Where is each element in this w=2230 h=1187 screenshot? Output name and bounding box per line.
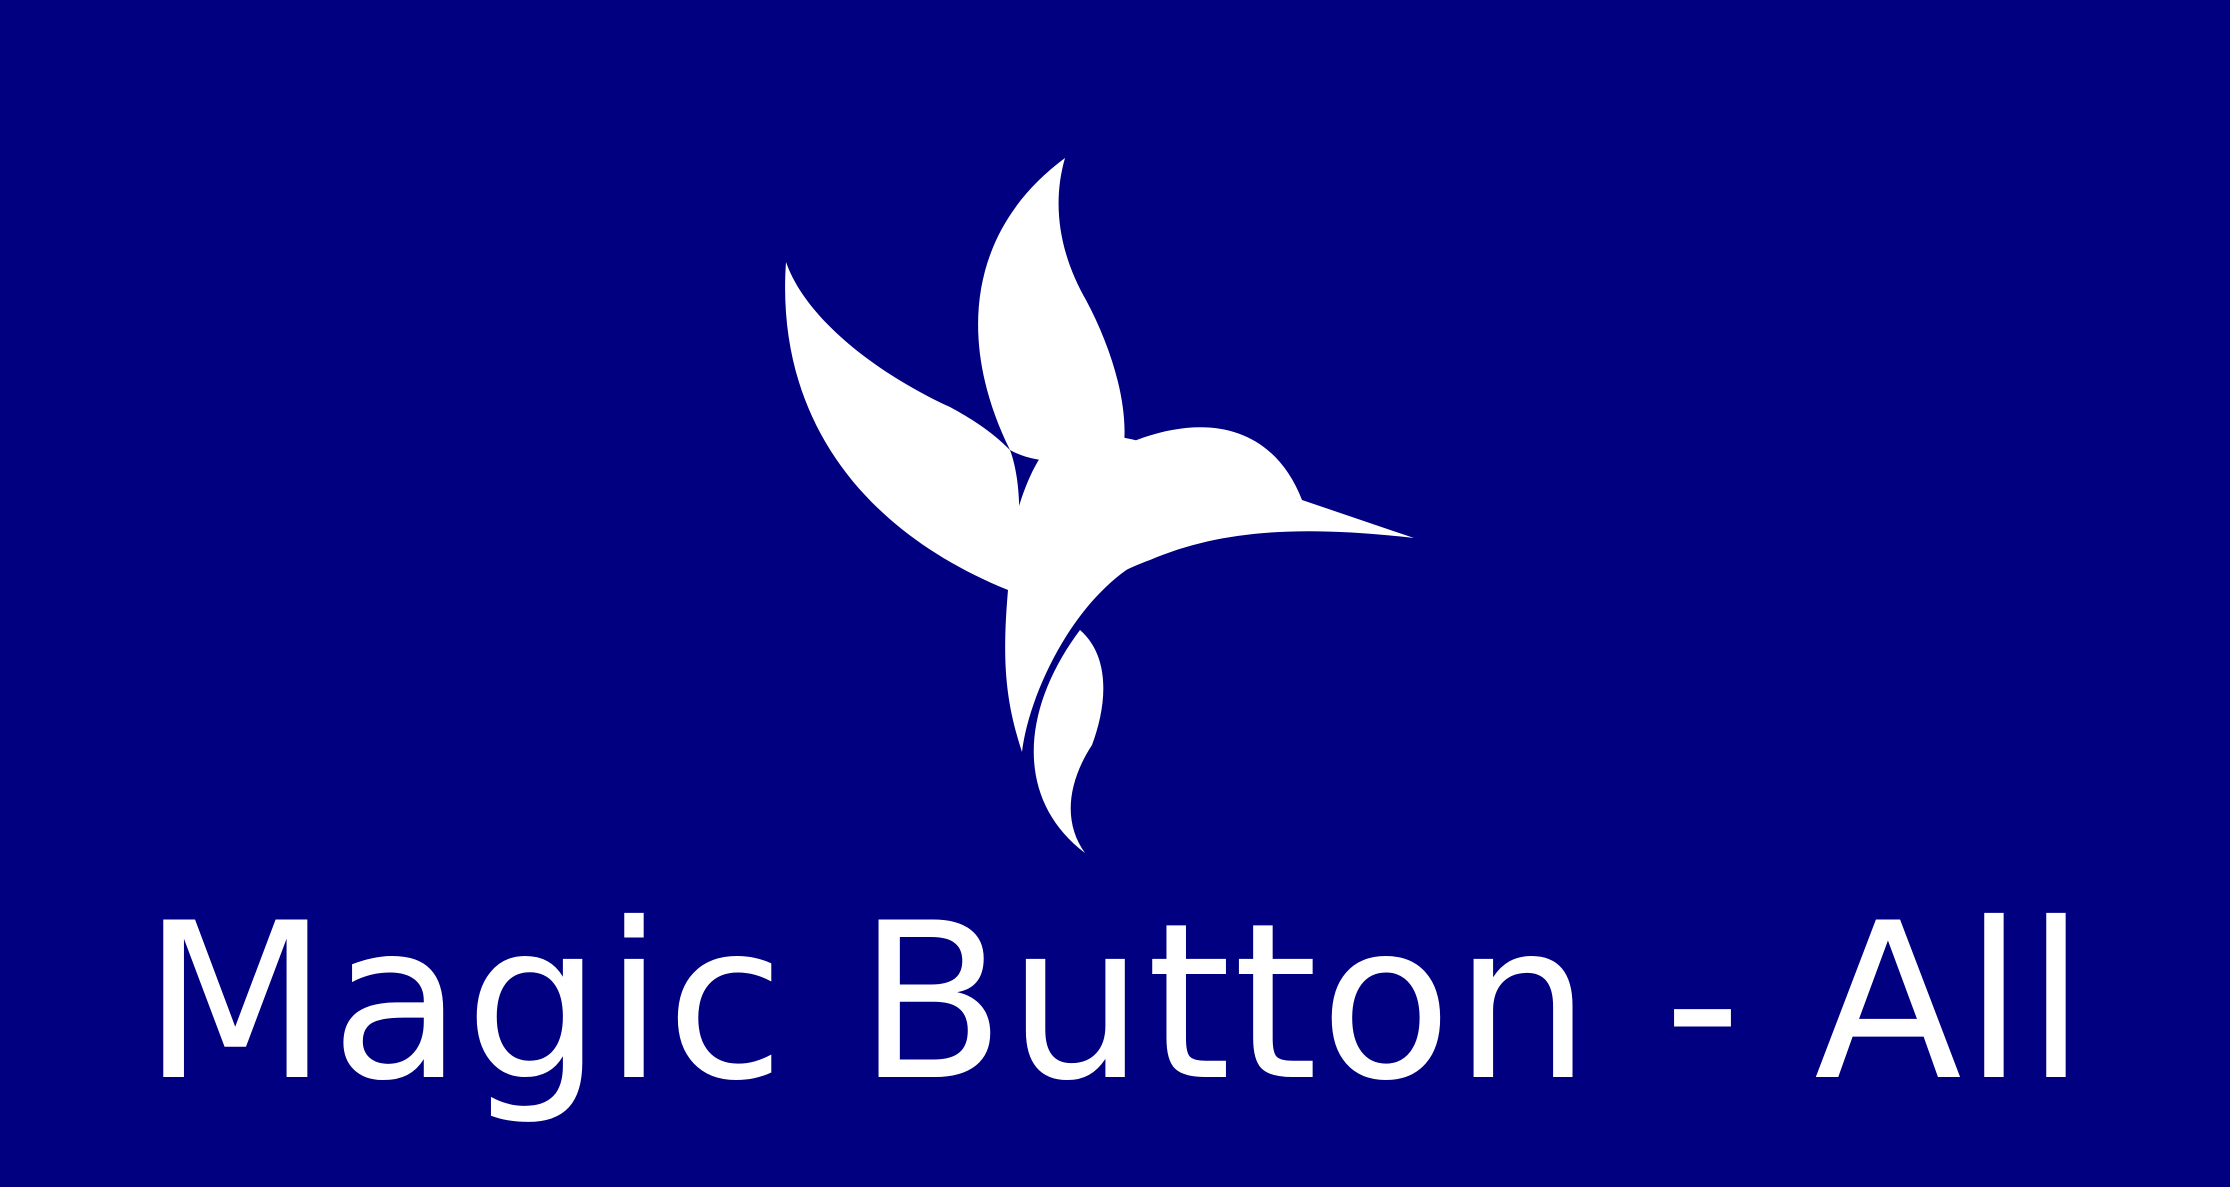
hummingbird-icon [775,150,1435,860]
page-title: Magic Button - All [142,877,2088,1128]
